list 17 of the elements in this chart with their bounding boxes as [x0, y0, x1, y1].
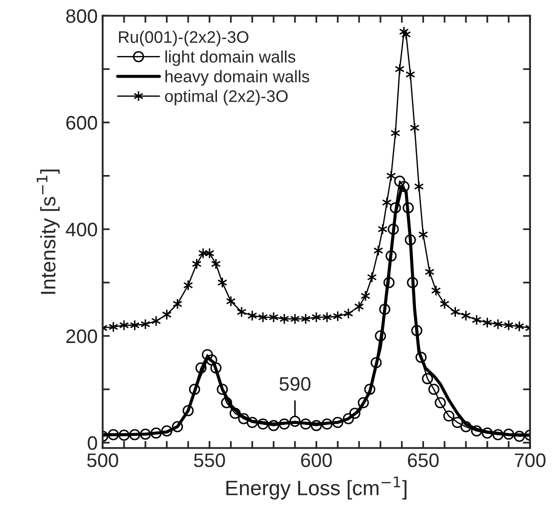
y-axis-title: Intensity [s$^{−1}$]: [36, 170, 60, 294]
legend-label: light domain walls: [165, 50, 296, 66]
legend-label: optimal (2x2)-3O: [165, 90, 288, 106]
x-tick-label: 700: [514, 453, 546, 468]
legend-title: Ru(001)-(2x2)-3O: [119, 30, 248, 46]
y-tick-label: 600: [66, 116, 98, 130]
y-tick-label: 400: [66, 222, 98, 236]
legend-label: heavy domain walls: [166, 70, 310, 86]
x-tick-label: 650: [408, 453, 439, 468]
y-tick-label: 800: [66, 9, 98, 23]
x-axis-title: Energy Loss [cm$^{−1}$]: [226, 476, 406, 500]
y-tick-label: 0: [88, 436, 98, 450]
x-tick-label: 600: [301, 453, 332, 468]
y-tick-label: 200: [66, 329, 98, 344]
x-tick-label: 550: [194, 453, 225, 468]
annotation: 590: [280, 377, 310, 391]
x-tick-label: 500: [87, 453, 118, 468]
